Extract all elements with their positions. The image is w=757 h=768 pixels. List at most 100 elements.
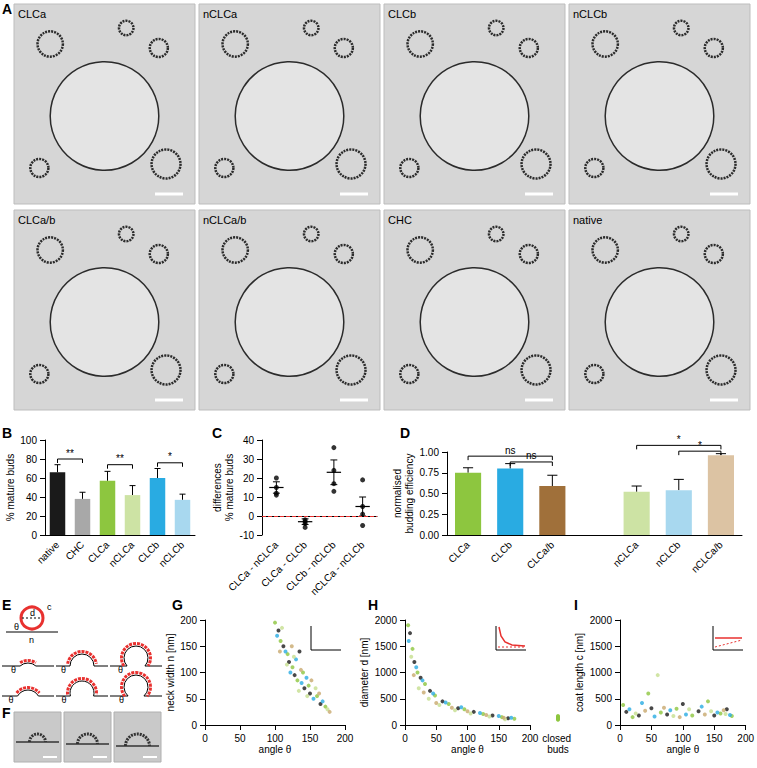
svg-text:0.75: 0.75 (420, 467, 440, 478)
svg-text:native: native (35, 539, 62, 566)
svg-text:0.25: 0.25 (420, 509, 440, 520)
svg-text:nCLCa/b: nCLCa/b (689, 539, 725, 575)
svg-text:B: B (2, 425, 12, 441)
svg-text:CLCa - nCLCa: CLCa - nCLCa (226, 539, 280, 593)
svg-text:10: 10 (243, 492, 255, 503)
svg-text:coat length c [nm]: coat length c [nm] (574, 633, 585, 712)
svg-text:neck width n [nm]: neck width n [nm] (165, 633, 176, 711)
svg-text:A: A (2, 1, 12, 17)
svg-text:40: 40 (243, 435, 255, 446)
svg-text:1000: 1000 (590, 667, 613, 678)
svg-text:nCLCb: nCLCb (157, 539, 187, 569)
svg-text:*: * (677, 434, 681, 445)
svg-text:CLCb - nCLCb: CLCb - nCLCb (284, 539, 338, 593)
svg-text:buds: buds (547, 744, 569, 755)
svg-text:θ: θ (118, 665, 123, 675)
svg-text:1000: 1000 (375, 667, 398, 678)
svg-text:F: F (2, 705, 11, 721)
svg-text:0: 0 (606, 720, 612, 731)
svg-text:c: c (47, 602, 52, 612)
svg-text:*: * (168, 451, 172, 462)
svg-text:20: 20 (26, 511, 38, 522)
svg-text:0: 0 (191, 720, 197, 731)
svg-text:60: 60 (26, 473, 38, 484)
svg-text:CLCa: CLCa (18, 8, 47, 20)
svg-text:1500: 1500 (375, 641, 398, 652)
svg-text:normalised: normalised (392, 469, 403, 518)
svg-text:50: 50 (431, 733, 443, 744)
svg-text:θ: θ (119, 695, 124, 705)
svg-text:80: 80 (26, 454, 38, 465)
svg-text:0: 0 (31, 530, 37, 541)
svg-text:nCLCa: nCLCa (107, 539, 137, 569)
svg-text:θ: θ (11, 665, 16, 675)
svg-text:100: 100 (267, 733, 284, 744)
svg-text:150: 150 (490, 733, 507, 744)
svg-text:d: d (30, 608, 35, 618)
svg-text:native: native (573, 214, 602, 226)
svg-text:closed: closed (542, 733, 574, 744)
svg-text:nCLCa/b: nCLCa/b (203, 214, 246, 226)
svg-text:40: 40 (26, 492, 38, 503)
svg-text:θ: θ (61, 695, 66, 705)
svg-text:50: 50 (186, 693, 198, 704)
svg-text:angle θ: angle θ (666, 744, 699, 755)
svg-text:CLCa: CLCa (446, 539, 472, 565)
svg-text:50: 50 (646, 733, 658, 744)
svg-text:C: C (212, 425, 222, 441)
svg-text:100: 100 (674, 733, 691, 744)
svg-text:200: 200 (522, 733, 539, 744)
svg-text:500: 500 (380, 693, 397, 704)
svg-text:**: ** (116, 453, 124, 464)
svg-text:differences: differences (212, 463, 223, 512)
svg-text:n: n (29, 635, 34, 645)
svg-text:angle θ: angle θ (259, 744, 292, 755)
svg-text:CLCb: CLCb (388, 8, 416, 20)
svg-text:CLCa/b: CLCa/b (18, 214, 55, 226)
svg-text:θ: θ (9, 695, 14, 705)
svg-text:ns: ns (526, 450, 537, 461)
svg-text:30: 30 (243, 454, 255, 465)
svg-text:0.50: 0.50 (420, 488, 440, 499)
svg-text:0.00: 0.00 (420, 530, 440, 541)
svg-text:nCLCa: nCLCa (203, 8, 238, 20)
svg-text:D: D (400, 425, 410, 441)
svg-text:% mature buds: % mature buds (224, 454, 235, 521)
svg-text:150: 150 (302, 733, 319, 744)
svg-text:nCLCb: nCLCb (653, 539, 683, 569)
svg-text:100: 100 (180, 667, 197, 678)
svg-text:CLCb: CLCb (488, 539, 514, 565)
svg-text:50: 50 (234, 733, 246, 744)
svg-text:200: 200 (180, 615, 197, 626)
svg-text:0: 0 (402, 733, 408, 744)
svg-text:0: 0 (617, 733, 623, 744)
svg-text:**: ** (66, 448, 74, 459)
svg-text:100: 100 (20, 435, 37, 446)
svg-text:% mature buds: % mature buds (5, 454, 16, 521)
svg-text:150: 150 (180, 641, 197, 652)
svg-text:θ: θ (61, 665, 66, 675)
svg-text:20: 20 (243, 473, 255, 484)
svg-text:1500: 1500 (590, 641, 613, 652)
svg-text:*: * (698, 440, 702, 451)
svg-text:nCLCa: nCLCa (611, 539, 641, 569)
svg-text:CHC: CHC (63, 539, 86, 562)
svg-text:CLCa/b: CLCa/b (525, 539, 557, 571)
svg-text:500: 500 (595, 693, 612, 704)
svg-text:nCLCa - nCLCb: nCLCa - nCLCb (308, 539, 366, 597)
svg-text:200: 200 (337, 733, 354, 744)
svg-text:CHC: CHC (388, 214, 412, 226)
svg-text:angle θ: angle θ (451, 744, 484, 755)
svg-text:2000: 2000 (375, 615, 398, 626)
svg-text:1.00: 1.00 (420, 447, 440, 458)
svg-text:E: E (2, 597, 11, 613)
svg-text:nCLCb: nCLCb (573, 8, 607, 20)
svg-text:0: 0 (248, 511, 254, 522)
svg-text:100: 100 (459, 733, 476, 744)
svg-text:ns: ns (505, 445, 516, 456)
svg-text:0: 0 (391, 720, 397, 731)
svg-text:150: 150 (706, 733, 723, 744)
svg-text:I: I (574, 597, 578, 613)
svg-text:G: G (172, 597, 183, 613)
svg-text:budding efficiency: budding efficiency (404, 454, 415, 534)
